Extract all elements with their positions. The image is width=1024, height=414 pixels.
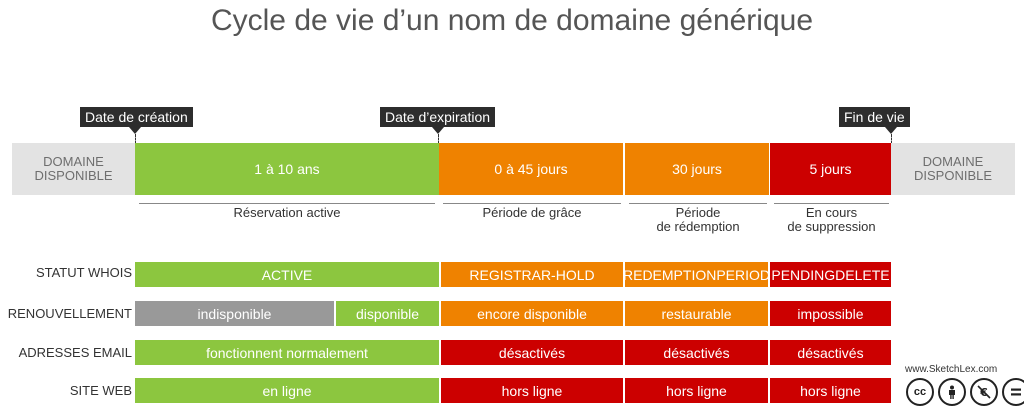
equals-icon: [1011, 388, 1021, 396]
renewal-unavailable: indisponible: [135, 301, 334, 326]
marker-creation-date: Date de création: [80, 107, 193, 127]
whois-active: ACTIVE: [135, 262, 439, 287]
domain-available-end-label: DOMAINE DISPONIBLE: [913, 154, 993, 183]
email-working: fonctionnent normalement: [135, 340, 439, 365]
phase-bracket-redemption: [629, 203, 767, 204]
web-offline-redemption: hors ligne: [625, 378, 768, 403]
nd-icon: [1002, 378, 1024, 406]
marker-end-of-life: Fin de vie: [839, 107, 910, 127]
by-icon: [938, 378, 966, 406]
email-disabled-deletion: désactivés: [770, 340, 891, 365]
phase-bracket-active: [139, 203, 435, 204]
nc-icon: €: [970, 378, 998, 406]
marker-expiration-line: [438, 134, 439, 144]
marker-expiration-date: Date d’expiration: [380, 107, 496, 127]
license-icons: cc €: [906, 378, 1024, 406]
whois-pending-delete: PENDINGDELETE: [770, 262, 891, 287]
phase-active: 1 à 10 ans: [135, 143, 439, 195]
renewal-still-available: encore disponible: [441, 301, 623, 326]
phase-label-grace: Période de grâce: [482, 205, 582, 220]
marker-creation-pointer: [129, 127, 141, 134]
phase-bracket-deletion: [774, 203, 889, 204]
renewal-impossible: impossible: [770, 301, 891, 326]
web-offline-deletion: hors ligne: [770, 378, 891, 403]
renewal-restorable: restaurable: [625, 301, 768, 326]
domain-available-end: DOMAINE DISPONIBLE: [891, 143, 1015, 195]
credit-site: www.SketchLex.com: [905, 364, 998, 375]
row-label-email: ADRESSES EMAIL: [18, 345, 132, 360]
row-label-web: SITE WEB: [69, 383, 132, 398]
phase-grace: 0 à 45 jours: [439, 143, 623, 195]
phase-label-deletion: En cours de suppression: [787, 205, 876, 234]
no-euro-icon: €: [977, 385, 991, 399]
email-disabled-grace: désactivés: [441, 340, 623, 365]
marker-end-line: [891, 134, 892, 144]
domain-available-start: DOMAINE DISPONIBLE: [12, 143, 135, 195]
domain-available-start-label: DOMAINE DISPONIBLE: [34, 154, 113, 183]
person-icon: [949, 385, 955, 399]
renewal-available: disponible: [336, 301, 439, 326]
phase-label-redemption: Période de rédemption: [656, 205, 740, 234]
phase-label-active: Réservation active: [233, 205, 341, 220]
whois-redemption-period: REDEMPTIONPERIOD: [625, 262, 768, 287]
phase-deletion: 5 jours: [770, 143, 891, 195]
row-label-whois: STATUT WHOIS: [35, 265, 132, 280]
email-disabled-redemption: désactivés: [625, 340, 768, 365]
marker-creation-line: [135, 134, 136, 144]
web-offline-grace: hors ligne: [441, 378, 623, 403]
phase-bracket-grace: [443, 203, 621, 204]
page-title: Cycle de vie d’un nom de domaine génériq…: [210, 4, 814, 37]
marker-expiration-pointer: [432, 127, 444, 134]
phase-redemption: 30 jours: [625, 143, 769, 195]
whois-registrar-hold: REGISTRAR-HOLD: [441, 262, 623, 287]
marker-end-pointer: [885, 127, 897, 134]
row-label-renewal: RENOUVELLEMENT: [7, 306, 132, 321]
web-online: en ligne: [135, 378, 439, 403]
cc-icon: cc: [906, 378, 934, 406]
